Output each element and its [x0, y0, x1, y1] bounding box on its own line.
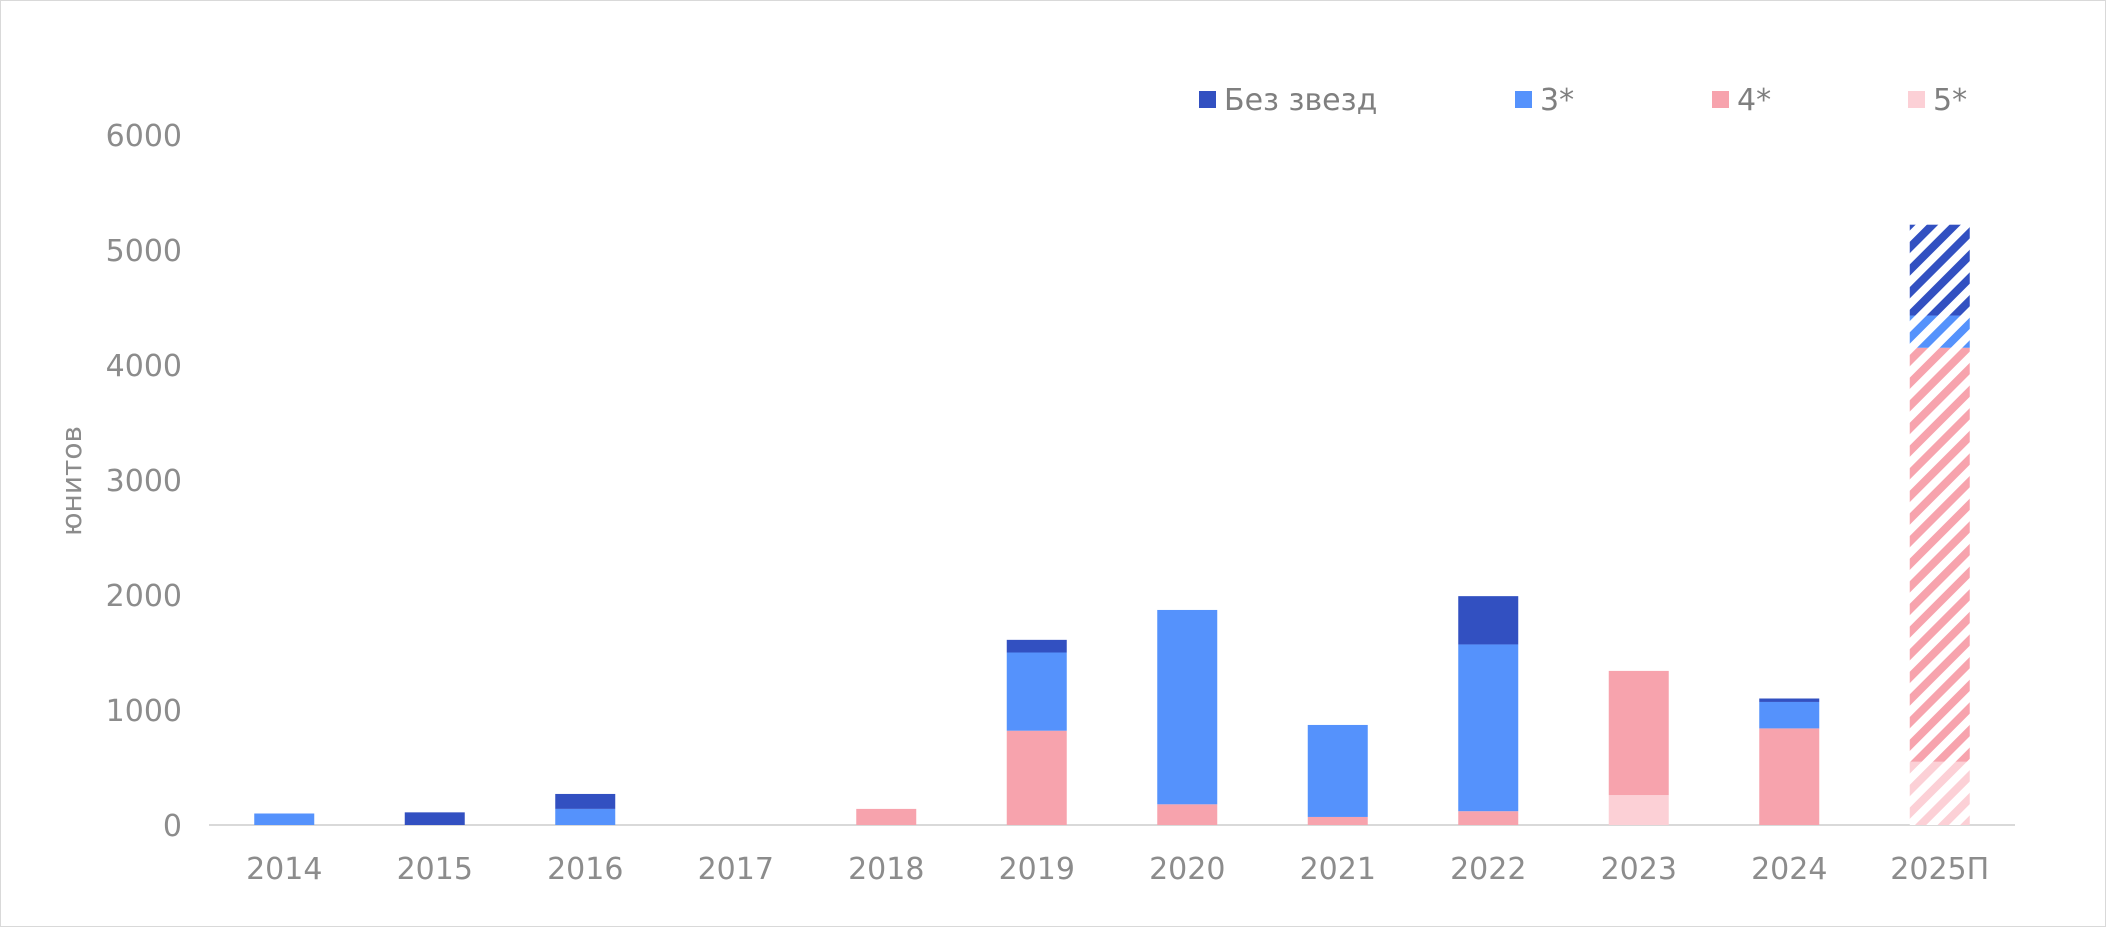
- bar-без-звезд-2015: [404, 812, 465, 825]
- bar-4star-2023: [1608, 670, 1669, 796]
- x-tick-label: 2014: [246, 852, 322, 887]
- bar-3star-2019: [1006, 652, 1067, 731]
- legend-label: Без звезд: [1224, 83, 1377, 118]
- bar-4star-2022: [1458, 811, 1519, 825]
- bar-3star-2021: [1307, 724, 1368, 817]
- bar-без-звезд-2022: [1458, 596, 1519, 645]
- bar-без-звезд-2019: [1006, 639, 1067, 653]
- bar-5star-2023: [1608, 795, 1669, 825]
- legend-label: 5*: [1933, 83, 1967, 118]
- bar-4star-2024: [1759, 728, 1820, 825]
- y-tick-label: 4000: [106, 349, 182, 384]
- bar-3star-2024: [1759, 701, 1820, 729]
- y-axis: 0 1000 2000 3000 4000 5000 6000: [106, 119, 182, 844]
- x-axis: 2014 2015 2016 2017 2018 2019 2020 2021 2022 2023…: [246, 852, 1989, 887]
- bar-4star-2020: [1157, 804, 1218, 825]
- x-tick-label: 2020: [1149, 852, 1225, 887]
- bar-5star-2025П: [1909, 761, 1970, 825]
- legend-label: 4*: [1737, 83, 1771, 118]
- y-tick-label: 3000: [106, 464, 182, 499]
- x-tick-label: 2017: [698, 852, 774, 887]
- bar-4star-2018: [856, 808, 917, 825]
- bar-без-звезд-2016: [555, 793, 616, 809]
- legend-swatch: [1712, 91, 1729, 108]
- legend-swatch: [1199, 91, 1216, 108]
- y-tick-label: 0: [163, 809, 182, 844]
- bar-без-звезд-2025П: [1909, 224, 1970, 316]
- bar-3star-2022: [1458, 644, 1519, 812]
- legend-item-3star: 3*: [1515, 83, 1574, 118]
- bar-3star-2016: [555, 808, 616, 825]
- legend-item-4star: 4*: [1712, 83, 1771, 118]
- x-tick-label: 2025П: [1890, 852, 1989, 887]
- x-tick-label: 2022: [1450, 852, 1526, 887]
- bar-3star-2025П: [1909, 315, 1970, 348]
- legend-swatch: [1908, 91, 1925, 108]
- legend-item-5star: 5*: [1908, 83, 1967, 118]
- y-tick-label: 5000: [106, 234, 182, 269]
- x-tick-label: 2016: [547, 852, 623, 887]
- y-tick-label: 6000: [106, 119, 182, 154]
- bar-3star-2020: [1157, 609, 1218, 805]
- legend-label: 3*: [1540, 83, 1574, 118]
- legend-item-без-звезд: Без звезд: [1199, 83, 1377, 118]
- bar-4star-2025П: [1909, 347, 1970, 762]
- x-tick-label: 2021: [1300, 852, 1376, 887]
- x-tick-label: 2019: [999, 852, 1075, 887]
- x-tick-label: 2018: [848, 852, 924, 887]
- bar-4star-2021: [1307, 816, 1368, 825]
- y-tick-label: 1000: [106, 694, 182, 729]
- y-axis-label: юнитов: [55, 426, 88, 536]
- bars: [254, 224, 1970, 825]
- bar-4star-2019: [1006, 730, 1067, 825]
- x-tick-label: 2023: [1601, 852, 1677, 887]
- x-tick-label: 2015: [397, 852, 473, 887]
- y-tick-label: 2000: [106, 579, 182, 614]
- legend-swatch: [1515, 91, 1532, 108]
- bar-3star-2014: [254, 813, 315, 825]
- legend: Без звезд 3* 4* 5*: [1199, 83, 1967, 118]
- x-tick-label: 2024: [1751, 852, 1827, 887]
- bar-без-звезд-2024: [1759, 698, 1820, 702]
